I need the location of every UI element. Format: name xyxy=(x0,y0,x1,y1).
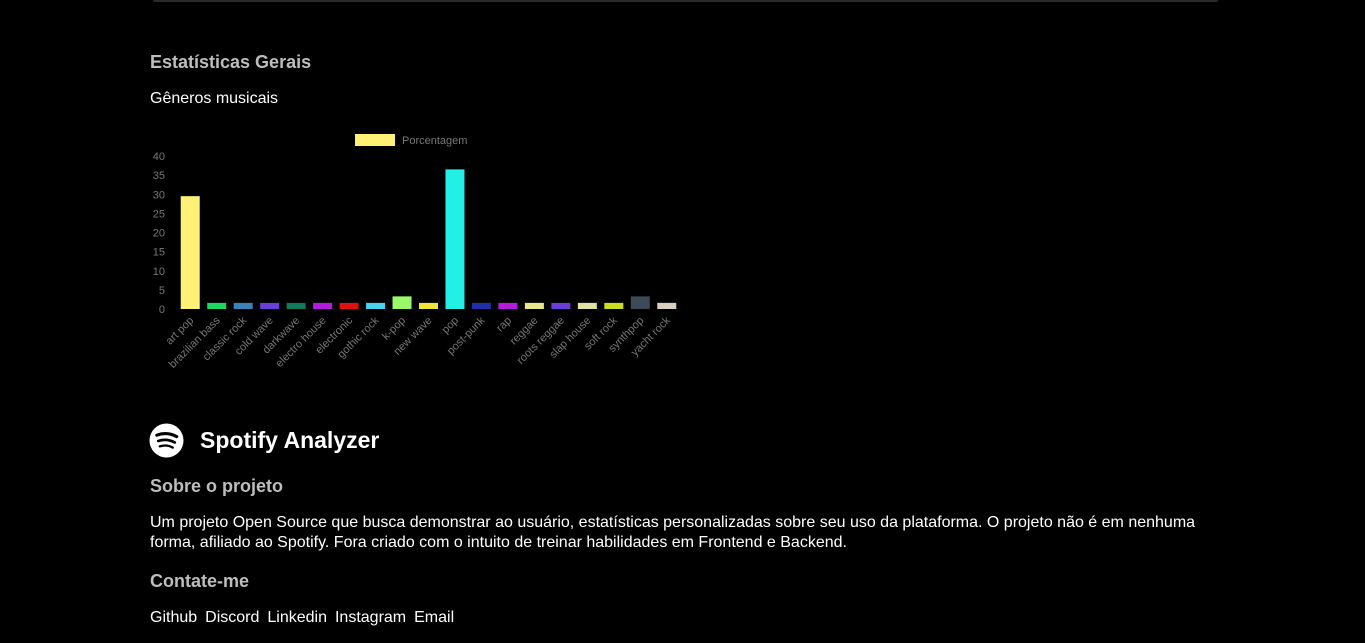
bar-darkwave xyxy=(286,302,306,309)
bar-new-wave xyxy=(419,302,438,309)
bar-art-pop xyxy=(180,196,200,309)
bar-synthpop xyxy=(630,296,650,309)
search-bar-edge xyxy=(153,0,1218,2)
bar-gothic-rock xyxy=(366,302,386,309)
instagram-link[interactable]: Instagram xyxy=(334,609,407,626)
stats-title: Estatísticas Gerais xyxy=(150,52,312,72)
spotify-logo-icon xyxy=(149,422,184,458)
bar-k-pop xyxy=(392,296,412,309)
github-link[interactable]: Github xyxy=(150,609,198,626)
y-tick-label: 5 xyxy=(159,285,165,297)
about-text: Um projeto Open Source que busca demonst… xyxy=(150,514,1196,551)
bar-electronic xyxy=(339,302,359,309)
bar-rap xyxy=(498,302,518,309)
y-tick-label: 20 xyxy=(153,228,165,240)
contact-links: Github Discord Linkedin Instagram Email xyxy=(150,609,462,627)
about-title: Sobre o projeto xyxy=(150,476,284,496)
x-tick-label: rap xyxy=(494,315,514,335)
bar-roots-reggae xyxy=(551,302,571,309)
brand-name: Spotify Analyzer xyxy=(200,426,380,453)
brand: Spotify Analyzer xyxy=(149,422,379,458)
y-tick-label: 40 xyxy=(153,151,165,163)
legend-swatch xyxy=(355,134,395,146)
bar-post-punk xyxy=(471,302,491,309)
chart-subtitle: Gêneros musicais xyxy=(150,90,279,107)
bar-classic-rock xyxy=(233,302,253,309)
y-tick-label: 10 xyxy=(153,266,165,278)
y-tick-label: 30 xyxy=(153,189,165,201)
discord-link[interactable]: Discord xyxy=(205,609,260,626)
bar-soft-rock xyxy=(604,302,624,309)
y-tick-label: 15 xyxy=(153,247,165,259)
bar-cold-wave xyxy=(260,302,280,309)
bar-electro-house xyxy=(313,302,333,309)
bar-reggae xyxy=(524,302,544,309)
x-tick-label: pop xyxy=(440,315,461,336)
linkedin-link[interactable]: Linkedin xyxy=(267,609,327,626)
email-link[interactable]: Email xyxy=(414,609,455,626)
legend-label: Porcentagem xyxy=(402,135,467,147)
y-tick-label: 35 xyxy=(153,170,165,182)
bar-brazilian-bass xyxy=(207,302,227,309)
bar-yacht-rock xyxy=(657,302,677,309)
y-tick-label: 25 xyxy=(153,208,165,220)
bar-slap-house xyxy=(577,302,597,309)
bar-pop xyxy=(445,169,465,309)
y-tick-label: 0 xyxy=(159,304,165,316)
contact-title: Contate-me xyxy=(150,571,250,591)
